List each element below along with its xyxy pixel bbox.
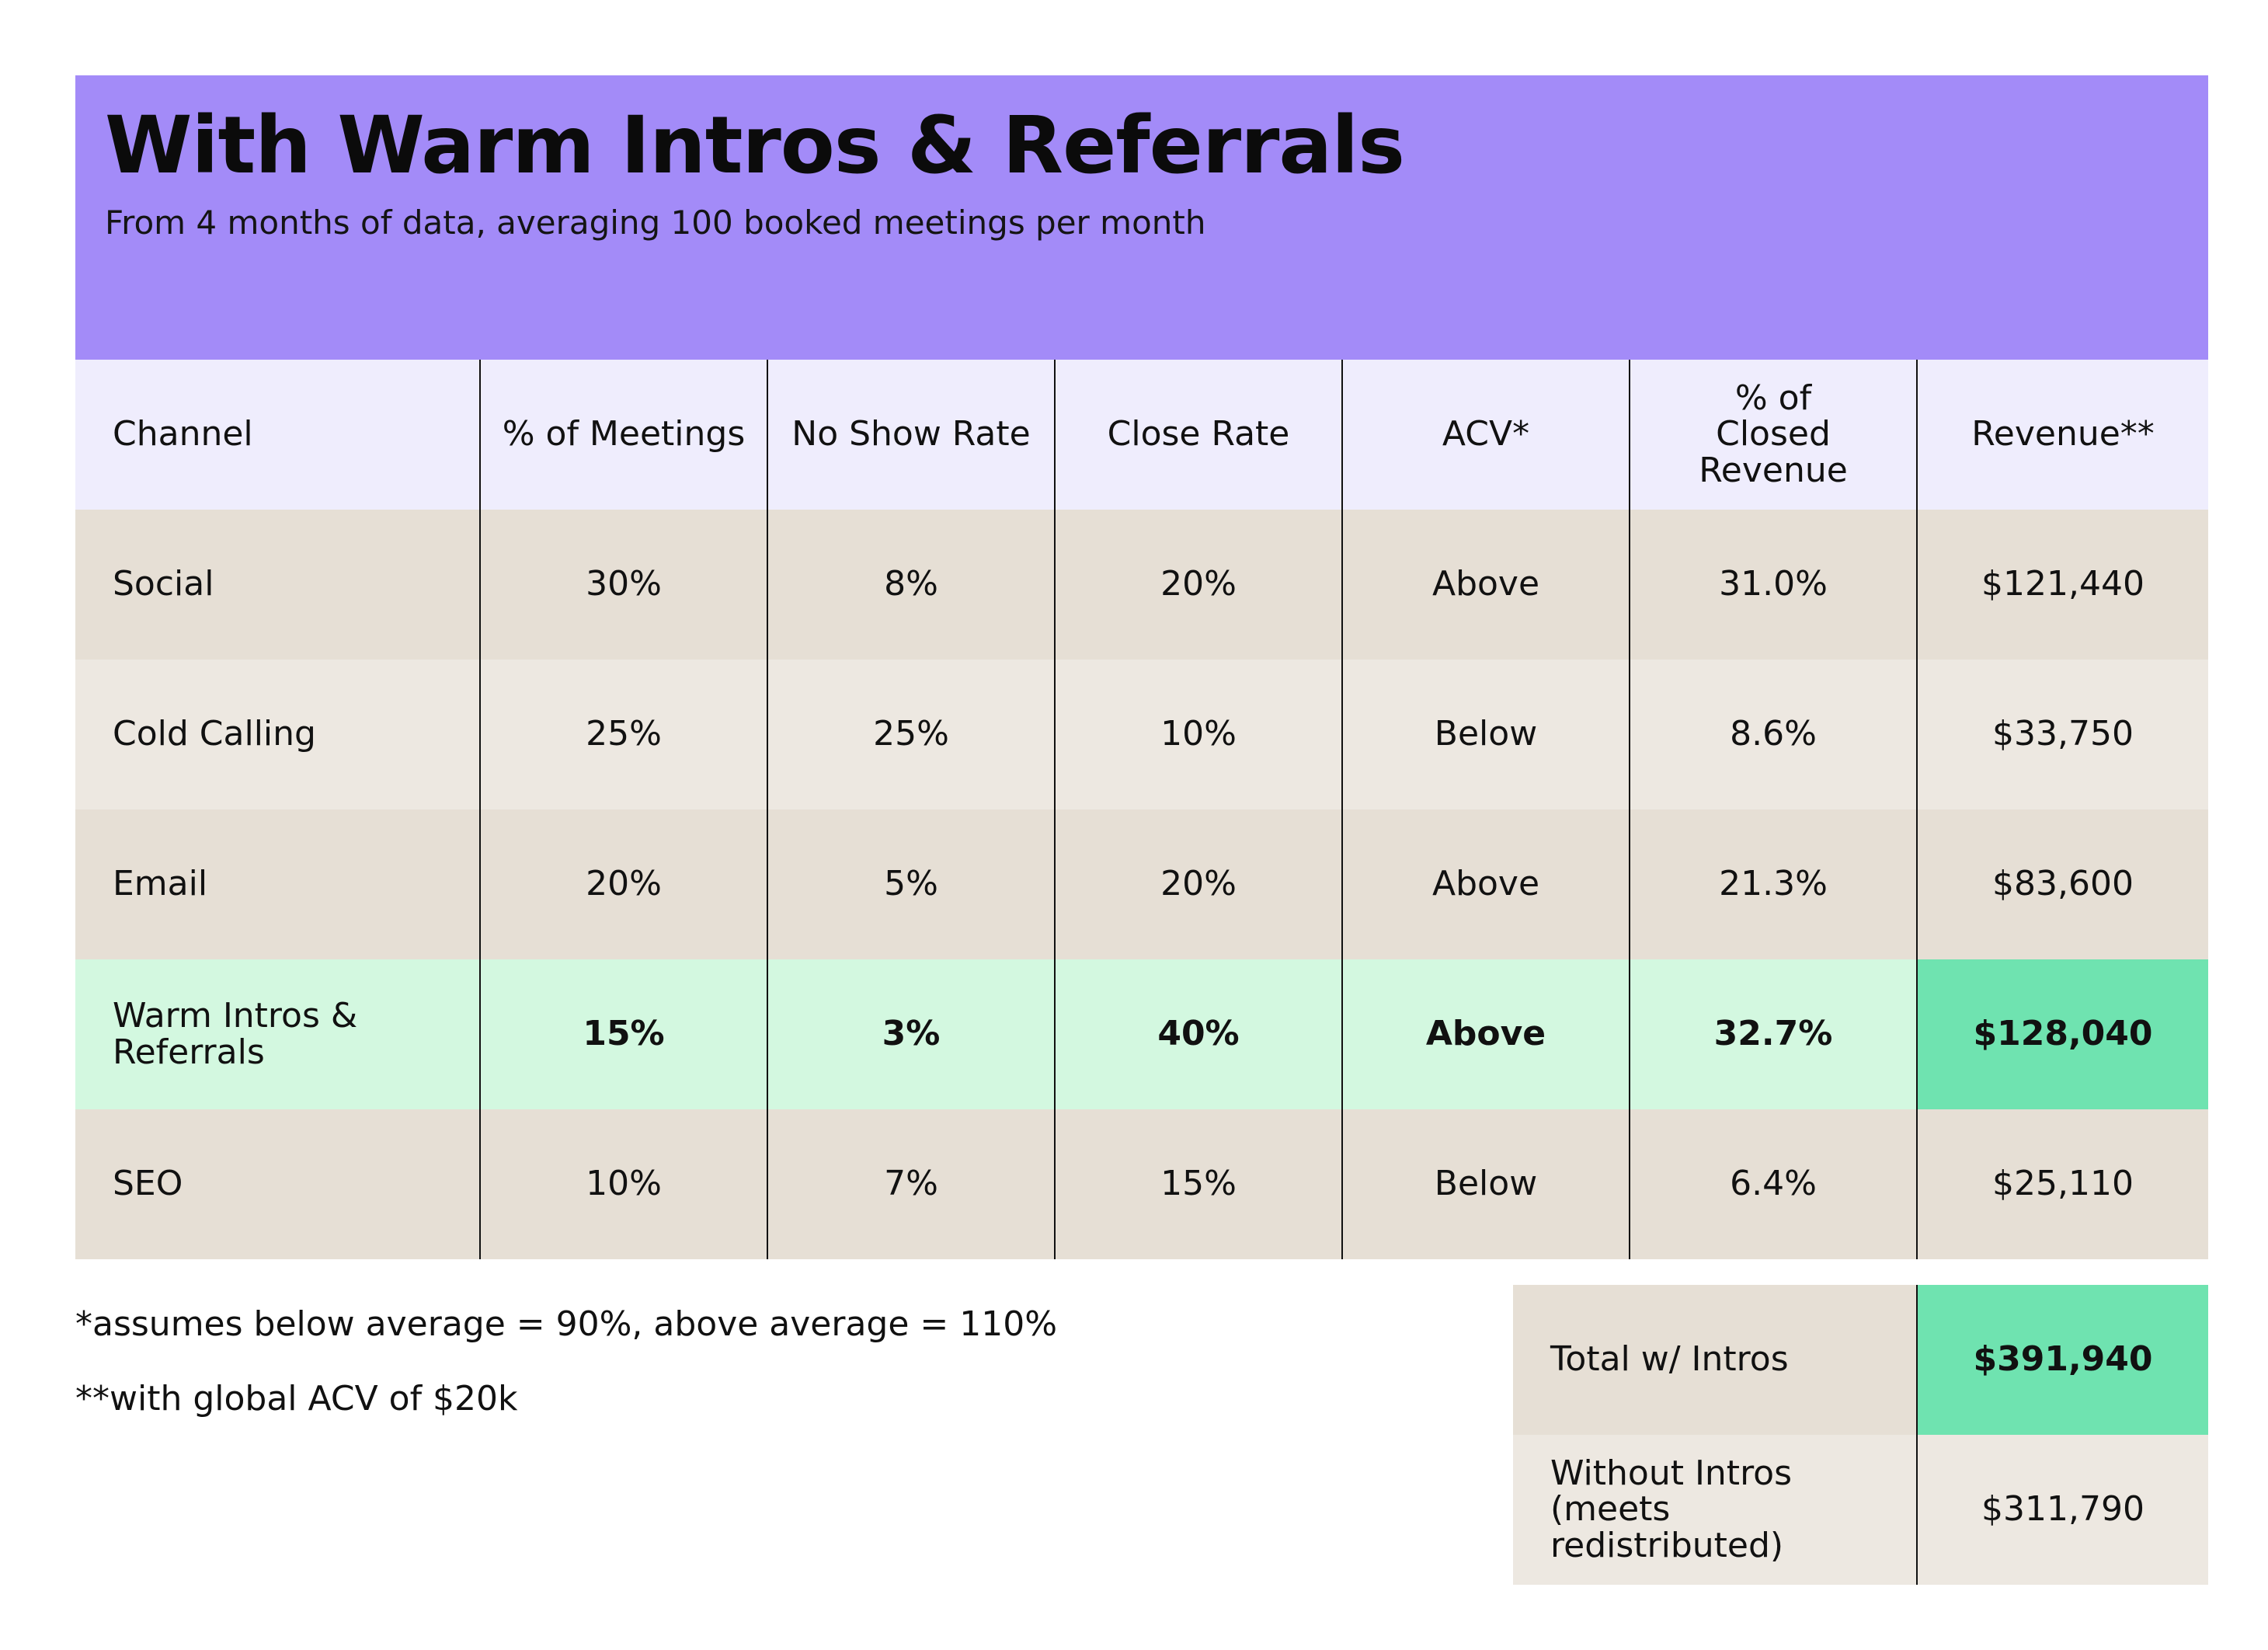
total-with-intros-label: Total w/ Intros bbox=[1513, 1285, 1917, 1435]
cell-close-rate: 40% bbox=[1054, 959, 1342, 1109]
column-header-no-show-rate: No Show Rate bbox=[767, 360, 1055, 510]
column-header-closed-revenue-label: % of Closed Revenue bbox=[1699, 378, 1848, 490]
cell-meetings: 15% bbox=[479, 959, 767, 1109]
cell-revenue: $25,110 bbox=[1916, 1109, 2208, 1259]
cell-no-show: 5% bbox=[767, 809, 1055, 959]
cell-channel: Cold Calling bbox=[75, 660, 480, 809]
cell-acv: Above bbox=[1341, 959, 1630, 1109]
total-without-intros-label: Without Intros (meets redistributed) bbox=[1550, 1453, 1793, 1565]
cell-no-show: 25% bbox=[767, 660, 1055, 809]
cell-revenue: $33,750 bbox=[1916, 660, 2208, 809]
column-header-revenue: Revenue** bbox=[1916, 360, 2208, 510]
cell-close-rate: 20% bbox=[1054, 809, 1342, 959]
cell-closed-revenue: 21.3% bbox=[1629, 809, 1917, 959]
cell-acv: Below bbox=[1341, 660, 1630, 809]
column-header-close-rate: Close Rate bbox=[1054, 360, 1342, 510]
cell-meetings: 30% bbox=[479, 510, 767, 660]
page-title: With Warm Intros & Referrals bbox=[105, 99, 1405, 192]
cell-channel: Warm Intros & Referrals bbox=[75, 959, 480, 1109]
table-row-highlighted: Warm Intros & Referrals 15% 3% 40% Above… bbox=[75, 959, 2208, 1109]
header-banner bbox=[75, 75, 2208, 360]
total-without-intros-value: $311,790 bbox=[1916, 1435, 2208, 1585]
totals-row-without-intros: Without Intros (meets redistributed) $31… bbox=[1513, 1435, 2208, 1585]
cell-acv: Below bbox=[1341, 1109, 1630, 1259]
column-header-closed-revenue: % of Closed Revenue bbox=[1629, 360, 1917, 510]
table-header-row: Channel % of Meetings No Show Rate Close… bbox=[75, 360, 2208, 510]
cell-channel: Social bbox=[75, 510, 480, 660]
cell-no-show: 8% bbox=[767, 510, 1055, 660]
footnotes: *assumes below average = 90%, above aver… bbox=[75, 1305, 1057, 1454]
cell-no-show: 3% bbox=[767, 959, 1055, 1109]
cell-close-rate: 10% bbox=[1054, 660, 1342, 809]
cell-revenue: $121,440 bbox=[1916, 510, 2208, 660]
cell-close-rate: 15% bbox=[1054, 1109, 1342, 1259]
cell-meetings: 10% bbox=[479, 1109, 767, 1259]
cell-close-rate: 20% bbox=[1054, 510, 1342, 660]
table-row: Email 20% 5% 20% Above 21.3% $83,600 bbox=[75, 809, 2208, 959]
cell-acv: Above bbox=[1341, 809, 1630, 959]
cell-meetings: 25% bbox=[479, 660, 767, 809]
page-subtitle: From 4 months of data, averaging 100 boo… bbox=[105, 204, 1206, 242]
cell-channel: Email bbox=[75, 809, 480, 959]
cell-revenue: $83,600 bbox=[1916, 809, 2208, 959]
channel-table: Channel % of Meetings No Show Rate Close… bbox=[75, 360, 2208, 1259]
cell-acv: Above bbox=[1341, 510, 1630, 660]
cell-no-show: 7% bbox=[767, 1109, 1055, 1259]
footnote-acv: *assumes below average = 90%, above aver… bbox=[75, 1304, 1058, 1344]
cell-channel-label: Warm Intros & Referrals bbox=[113, 996, 358, 1072]
column-header-channel: Channel bbox=[75, 360, 480, 510]
table-row: Social 30% 8% 20% Above 31.0% $121,440 bbox=[75, 510, 2208, 660]
cell-meetings: 20% bbox=[479, 809, 767, 959]
cell-closed-revenue: 31.0% bbox=[1629, 510, 1917, 660]
total-without-intros-cell: Without Intros (meets redistributed) bbox=[1513, 1435, 1917, 1585]
total-with-intros-value: $391,940 bbox=[1916, 1285, 2208, 1435]
cell-closed-revenue: 6.4% bbox=[1629, 1109, 1917, 1259]
cell-channel: SEO bbox=[75, 1109, 480, 1259]
table-row: Cold Calling 25% 25% 10% Below 8.6% $33,… bbox=[75, 660, 2208, 809]
totals-row-with-intros: Total w/ Intros $391,940 bbox=[1513, 1285, 2208, 1435]
cell-revenue: $128,040 bbox=[1916, 959, 2208, 1109]
column-header-acv: ACV* bbox=[1341, 360, 1630, 510]
column-header-meetings: % of Meetings bbox=[479, 360, 767, 510]
footnote-revenue: **with global ACV of $20k bbox=[75, 1379, 518, 1419]
table-row: SEO 10% 7% 15% Below 6.4% $25,110 bbox=[75, 1109, 2208, 1259]
cell-closed-revenue: 32.7% bbox=[1629, 959, 1917, 1109]
cell-closed-revenue: 8.6% bbox=[1629, 660, 1917, 809]
totals-table: Total w/ Intros $391,940 Without Intros … bbox=[1513, 1285, 2208, 1585]
